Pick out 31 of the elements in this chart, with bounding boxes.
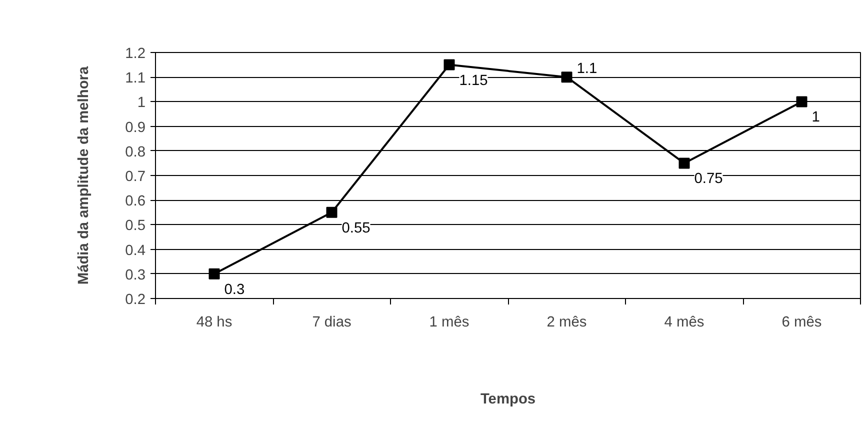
- x-tick-label: 1 mês: [429, 314, 470, 330]
- y-tick-label: 0.2: [125, 292, 146, 308]
- y-tick-label: 0.5: [125, 218, 146, 234]
- point: [678, 158, 690, 169]
- y-tick-label: 0.9: [125, 120, 146, 136]
- y-tick-label: 0.8: [125, 144, 146, 160]
- data-label: 0.3: [224, 282, 245, 298]
- y-tick-label: 1: [137, 95, 146, 112]
- point: [326, 206, 338, 218]
- x-tick-label: 2 mês: [546, 314, 587, 330]
- point: [561, 72, 572, 83]
- data-label: 0.75: [694, 171, 723, 188]
- x-axis-title: Tempos: [480, 392, 536, 408]
- data-label: 1: [812, 110, 820, 126]
- x-tick-label: 48 hs: [196, 314, 232, 330]
- point: [444, 59, 455, 70]
- y-tick-label: 0.6: [125, 194, 146, 210]
- point: [208, 268, 220, 280]
- data-label: 1.15: [459, 72, 488, 89]
- y-tick-label: 0.4: [125, 242, 146, 259]
- y-tick-label: 0.7: [125, 169, 146, 185]
- point: [796, 96, 808, 108]
- y-tick-label: 0.3: [125, 267, 146, 284]
- y-tick-label: 1.2: [125, 46, 146, 62]
- data-label: 1.1: [576, 61, 598, 78]
- x-tick-label: 7 dias: [312, 314, 352, 330]
- y-tick-label: 1.1: [125, 70, 146, 87]
- data-label: 0.55: [342, 220, 370, 236]
- y-axis-title: Mádia da amplitude da melhora: [76, 66, 92, 285]
- x-tick-label: 6 mês: [782, 314, 822, 330]
- x-tick-label: 4 mês: [664, 314, 704, 330]
